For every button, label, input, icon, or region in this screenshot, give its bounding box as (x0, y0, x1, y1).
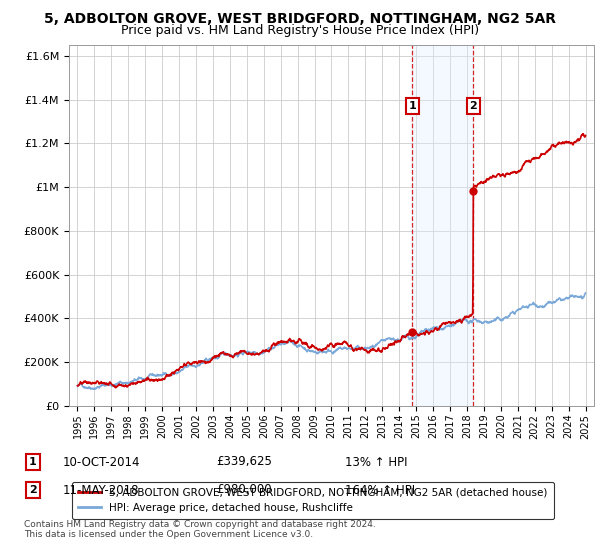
Text: 1: 1 (29, 457, 37, 467)
Text: 164% ↑ HPI: 164% ↑ HPI (345, 483, 415, 497)
Legend: 5, ADBOLTON GROVE, WEST BRIDGFORD, NOTTINGHAM, NG2 5AR (detached house), HPI: Av: 5, ADBOLTON GROVE, WEST BRIDGFORD, NOTTI… (71, 482, 554, 519)
Text: Contains HM Land Registry data © Crown copyright and database right 2024.
This d: Contains HM Land Registry data © Crown c… (24, 520, 376, 539)
Text: 2: 2 (29, 485, 37, 495)
Text: £980,000: £980,000 (216, 483, 272, 497)
Text: 1: 1 (409, 101, 416, 111)
Text: Price paid vs. HM Land Registry's House Price Index (HPI): Price paid vs. HM Land Registry's House … (121, 24, 479, 37)
Text: 13% ↑ HPI: 13% ↑ HPI (345, 455, 407, 469)
Text: 11-MAY-2018: 11-MAY-2018 (63, 483, 139, 497)
Text: 5, ADBOLTON GROVE, WEST BRIDGFORD, NOTTINGHAM, NG2 5AR: 5, ADBOLTON GROVE, WEST BRIDGFORD, NOTTI… (44, 12, 556, 26)
Text: 2: 2 (469, 101, 477, 111)
Text: 10-OCT-2014: 10-OCT-2014 (63, 455, 140, 469)
Bar (412, 45, 473, 406)
Text: £339,625: £339,625 (216, 455, 272, 469)
